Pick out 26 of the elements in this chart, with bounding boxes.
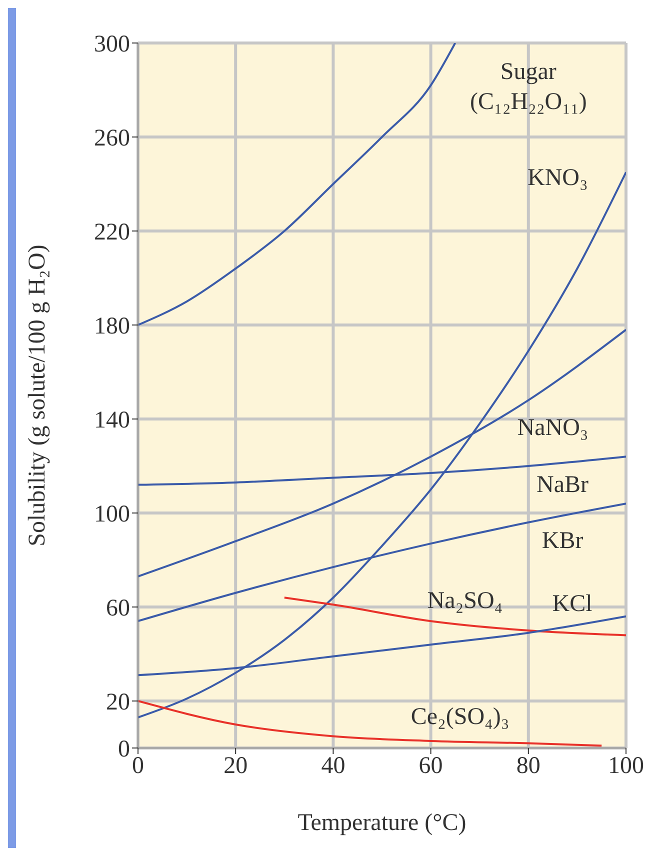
series-label: Ce₂(SO₄)₃ — [410, 703, 510, 732]
y-tick-label: 300 — [94, 32, 130, 58]
x-tick-label: 40 — [321, 753, 346, 780]
series-label: KNO₃ — [526, 164, 589, 193]
series-label: Na₂SO₄ — [426, 586, 504, 616]
x-tick-label: 60 — [418, 753, 443, 780]
x-axis-title: Temperature (°C) — [298, 810, 466, 836]
line-series — [138, 43, 456, 326]
x-tick-label: 20 — [224, 753, 248, 780]
series-label: KBr — [540, 527, 584, 556]
y-tick-label: 0 — [118, 736, 130, 763]
series-label: Sugar (C₁₂H₂₂O₁₁) — [468, 58, 588, 118]
y-tick-label: 20 — [106, 690, 130, 716]
series-label: NaBr — [536, 470, 590, 500]
y-tick-label: 180 — [94, 314, 130, 340]
y-axis-title: Solubility (g solute/100 g H₂O) — [24, 244, 51, 546]
y-tick-label: 260 — [94, 126, 130, 152]
x-tick-label: 80 — [516, 753, 540, 780]
line-series — [138, 700, 603, 747]
x-tick-label: 100 — [608, 753, 644, 780]
series-label: KCl — [552, 591, 592, 618]
series-label: NaNO₃ — [516, 414, 590, 444]
y-tick-label: 220 — [94, 220, 130, 246]
y-tick-label: 100 — [94, 502, 130, 528]
y-tick-label: 140 — [94, 408, 130, 434]
y-tick-label: 60 — [106, 596, 130, 622]
